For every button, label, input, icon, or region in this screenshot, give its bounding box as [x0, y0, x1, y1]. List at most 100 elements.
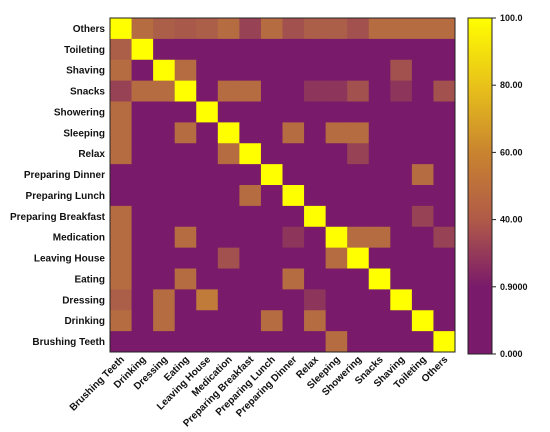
heatmap-cell [260, 289, 283, 311]
heatmap-cell [347, 331, 370, 353]
heatmap-cell [304, 80, 327, 102]
heatmap-cell [260, 247, 283, 269]
heatmap-cell [153, 185, 176, 207]
heatmap-cell [217, 205, 240, 228]
heatmap-cell [217, 143, 240, 165]
heatmap-cell [368, 185, 391, 207]
heatmap-cell [217, 164, 240, 186]
heatmap-cell [217, 247, 240, 269]
heatmap-cell [347, 59, 370, 82]
heatmap-cell [433, 122, 456, 144]
heatmap-cell [153, 101, 176, 123]
heatmap-cell [131, 101, 154, 123]
heatmap-cell [282, 143, 305, 165]
heatmap-cell [390, 205, 413, 228]
heatmap-cell [325, 18, 348, 40]
heatmap-cell [433, 38, 456, 61]
heatmap-cell [304, 226, 327, 249]
y-tick-label: Sleeping [63, 128, 105, 139]
heatmap-cell [239, 247, 262, 269]
heatmap-cell [282, 205, 305, 228]
heatmap-cell [368, 80, 391, 102]
heatmap-cell [110, 226, 132, 249]
heatmap-cell [217, 122, 240, 144]
heatmap-cell [110, 80, 132, 102]
heatmap-cell [196, 59, 219, 82]
heatmap-cell [304, 331, 327, 353]
heatmap-cell [433, 331, 456, 353]
heatmap-cell [433, 164, 456, 186]
heatmap-cell [390, 310, 413, 332]
heatmap-cell [433, 205, 456, 228]
heatmap-cell [174, 80, 197, 102]
heatmap-cell [433, 18, 456, 40]
heatmap-cell [390, 289, 413, 311]
heatmap-cell [174, 310, 197, 332]
heatmap-cell [217, 185, 240, 207]
heatmap-cell [411, 247, 434, 269]
heatmap-cell [131, 226, 154, 249]
heatmap-cell [153, 80, 176, 102]
heatmap-cell [325, 268, 348, 290]
heatmap-cell [174, 101, 197, 123]
heatmap-cell [282, 80, 305, 102]
heatmap-cell [239, 268, 262, 290]
heatmap-cell [217, 80, 240, 102]
heatmap-cell [282, 122, 305, 144]
y-tick-label: Brushing Teeth [32, 337, 105, 348]
heatmap-cell [260, 164, 283, 186]
heatmap-cell [110, 18, 132, 40]
heatmap-cell [282, 247, 305, 269]
heatmap-cell [411, 101, 434, 123]
heatmap-cell [110, 38, 132, 61]
heatmap-cell [282, 101, 305, 123]
heatmap-cell [110, 143, 132, 165]
heatmap-cell [153, 205, 176, 228]
colorbar-tick-label: 0.9000 [500, 282, 528, 292]
heatmap-cell [368, 226, 391, 249]
heatmap-cell [110, 331, 132, 353]
heatmap-cell [110, 101, 132, 123]
heatmap-cell [390, 38, 413, 61]
heatmap-cell [260, 122, 283, 144]
plot-frame [109, 17, 456, 353]
colorbar-tick-label: 60.00 [500, 147, 523, 157]
heatmap-cell [174, 331, 197, 353]
heatmap-cell [196, 18, 219, 40]
heatmap-cell [174, 226, 197, 249]
heatmap-cell [131, 164, 154, 186]
y-tick-label: Preparing Dinner [24, 170, 105, 181]
heatmap-cell [347, 38, 370, 61]
heatmap-cell [260, 59, 283, 82]
y-tick-label: Showering [54, 107, 105, 118]
colorbar-gradient [467, 17, 493, 355]
heatmap-cell [347, 226, 370, 249]
heatmap-cell [174, 205, 197, 228]
heatmap-cell [110, 289, 132, 311]
heatmap-cell [368, 289, 391, 311]
heatmap-cell [325, 164, 348, 186]
heatmap-cell [196, 268, 219, 290]
heatmap-cell [304, 143, 327, 165]
heatmap-cell [196, 164, 219, 186]
heatmap-cell [368, 18, 391, 40]
heatmap-cell [110, 268, 132, 290]
heatmap-cell [304, 247, 327, 269]
heatmap-cell [153, 59, 176, 82]
y-tick-label: Others [73, 24, 106, 35]
heatmap-cell [260, 143, 283, 165]
y-tick-label: Eating [74, 274, 105, 285]
heatmap-cell [325, 59, 348, 82]
heatmap-cell [325, 122, 348, 144]
heatmap-cell [282, 310, 305, 332]
heatmap-cell [131, 18, 154, 40]
heatmap-cell [217, 226, 240, 249]
heatmap-cell [411, 226, 434, 249]
heatmap-cell [282, 59, 305, 82]
heatmap-cell [239, 310, 262, 332]
heatmap-cell [282, 331, 305, 353]
heatmap-cell [196, 122, 219, 144]
heatmap-cell [368, 122, 391, 144]
heatmap-cell [260, 185, 283, 207]
heatmap-cell [390, 18, 413, 40]
